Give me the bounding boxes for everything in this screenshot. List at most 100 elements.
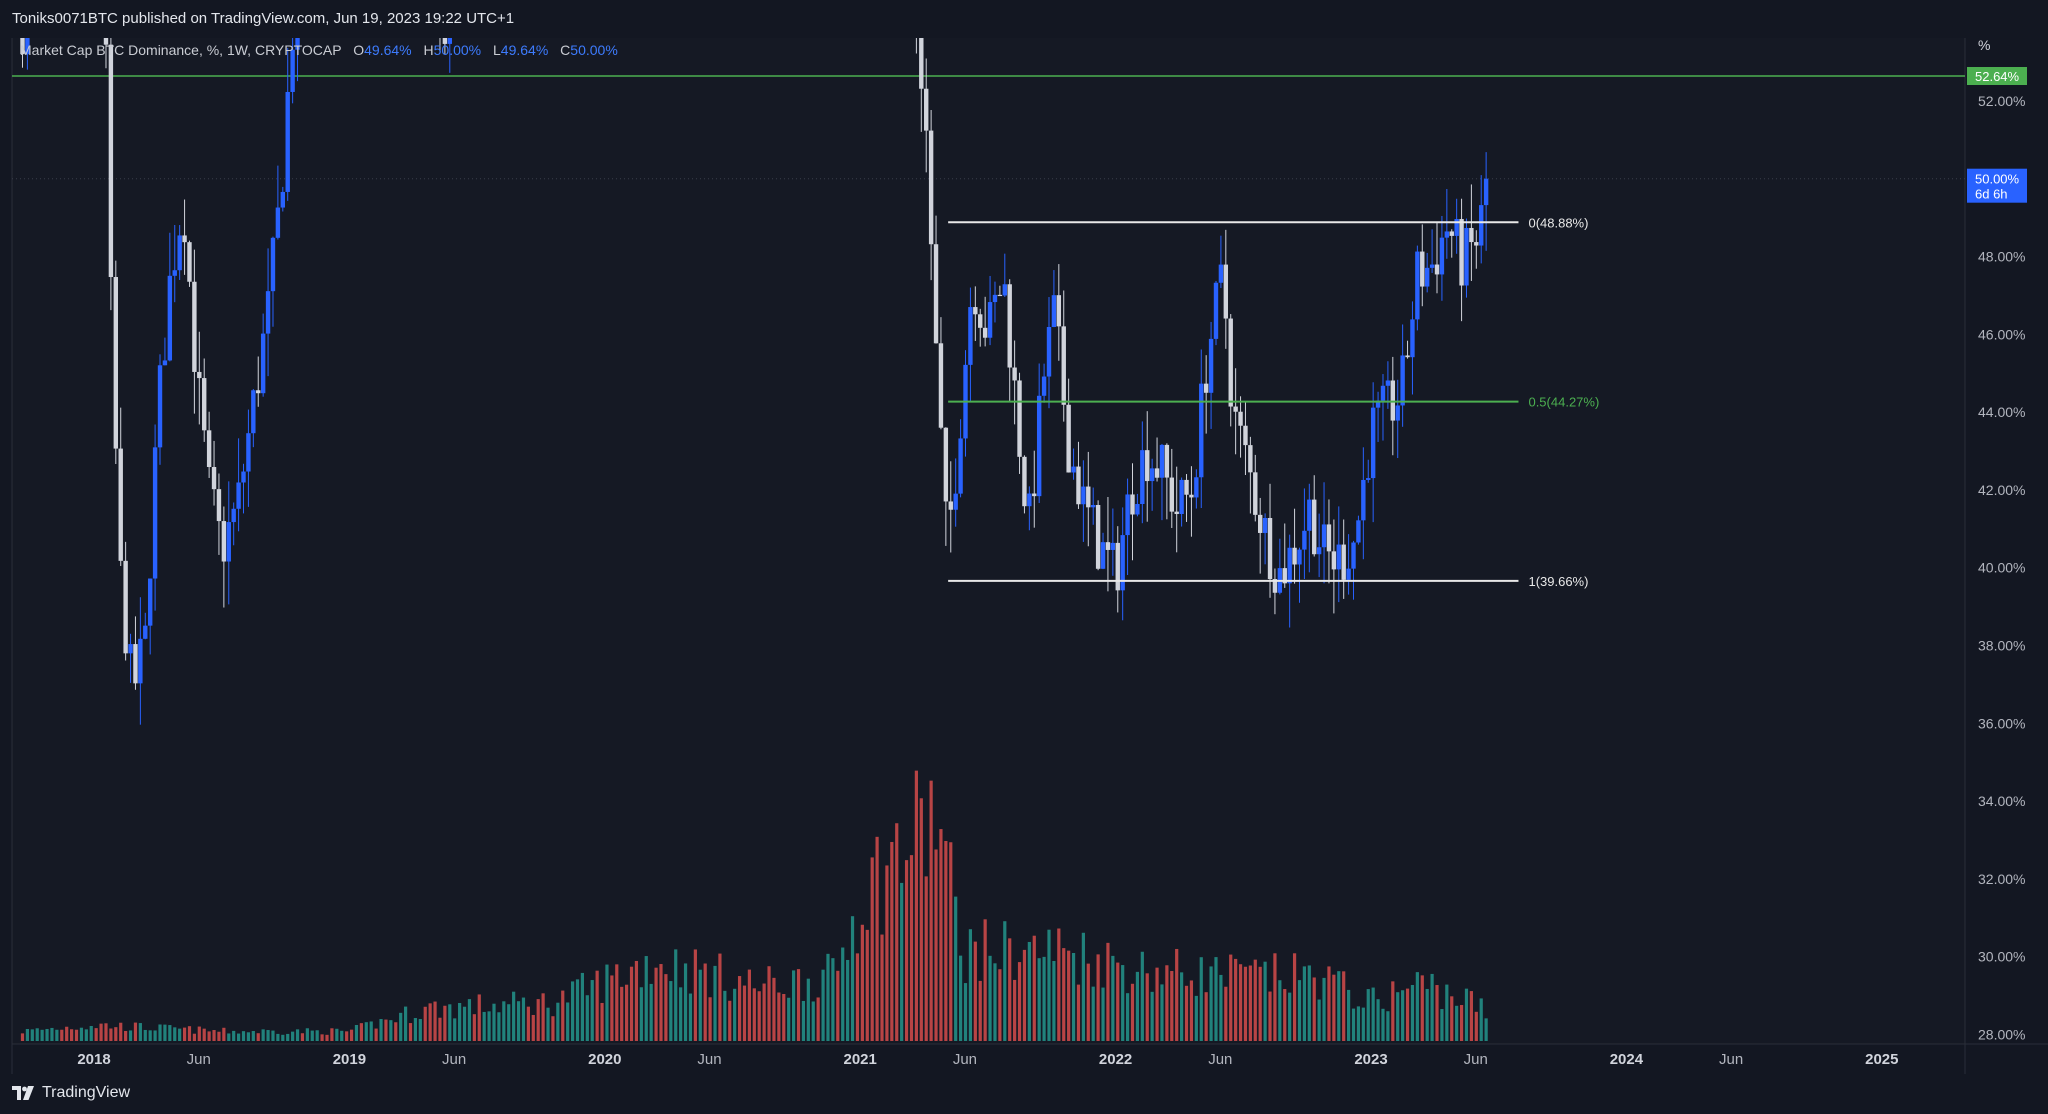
- volume-bar: [246, 1032, 251, 1041]
- volume-bar: [1047, 929, 1051, 1041]
- volume-bar: [1032, 935, 1036, 1041]
- volume-bar: [1445, 984, 1449, 1041]
- volume-series: [20, 770, 1488, 1041]
- volume-bar: [742, 985, 747, 1041]
- volume-bar: [1042, 956, 1046, 1041]
- volume-bar: [1376, 999, 1380, 1041]
- volume-bar: [232, 1030, 236, 1041]
- tradingview-logo[interactable]: TradingView: [12, 1084, 130, 1102]
- candle-body: [1169, 477, 1174, 512]
- candle-body: [1390, 380, 1396, 421]
- candle-body: [202, 378, 207, 431]
- volume-bar: [620, 986, 624, 1041]
- volume-bar: [99, 1023, 103, 1041]
- volume-bar: [266, 1030, 270, 1041]
- volume-bar: [1027, 941, 1031, 1041]
- volume-bar: [968, 929, 973, 1041]
- volume-bar: [1327, 966, 1331, 1041]
- volume-bar: [340, 1030, 344, 1041]
- candle-body: [147, 578, 153, 626]
- volume-bar: [1253, 959, 1257, 1041]
- volume-bar: [728, 1000, 732, 1041]
- volume-bar: [693, 949, 697, 1041]
- volume-bar: [467, 999, 472, 1041]
- candle-body: [1454, 219, 1459, 236]
- candle-body: [1145, 450, 1150, 482]
- volume-bar: [1243, 966, 1248, 1041]
- volume-bar: [178, 1028, 182, 1041]
- candle-body: [1331, 551, 1337, 570]
- volume-bar: [644, 956, 648, 1041]
- volume-bar: [104, 1023, 108, 1041]
- volume-bar: [1224, 986, 1228, 1041]
- volume-bar: [286, 1033, 290, 1041]
- volume-bar: [801, 1000, 806, 1041]
- candle-body: [933, 244, 939, 344]
- candle-body: [256, 390, 261, 394]
- volume-bar: [885, 865, 889, 1041]
- volume-bar: [1484, 1018, 1488, 1041]
- volume-bar: [423, 1006, 427, 1041]
- candle-body: [211, 467, 217, 490]
- candle-body: [1149, 468, 1155, 482]
- volume-bar: [949, 842, 953, 1041]
- candle-body: [948, 501, 953, 510]
- candle-body: [192, 281, 197, 372]
- volume-bar: [291, 1031, 295, 1041]
- volume-bar: [251, 1031, 255, 1041]
- volume-bar: [634, 960, 639, 1041]
- x-tick-label: 2021: [844, 1051, 877, 1068]
- candle-body: [157, 365, 163, 448]
- x-tick-label: Jun: [442, 1051, 466, 1068]
- volume-bar: [1297, 980, 1302, 1041]
- volume-bar: [1130, 983, 1135, 1041]
- candle-body: [1086, 486, 1091, 508]
- volume-bar: [1219, 974, 1223, 1041]
- y-tick-label: 36.00%: [1978, 715, 2025, 731]
- candle-body: [1346, 568, 1351, 580]
- candle-body: [1007, 284, 1012, 368]
- volume-bar: [1116, 962, 1120, 1041]
- volume-bar: [954, 896, 958, 1041]
- volume-bar: [629, 966, 634, 1041]
- open-value: 49.64%: [364, 42, 412, 58]
- candle-body: [1041, 376, 1047, 396]
- volume-bar: [1435, 985, 1439, 1041]
- candle-body: [1272, 579, 1278, 593]
- volume-bar: [1317, 999, 1321, 1041]
- candle-body: [270, 237, 276, 292]
- volume-bar: [1145, 973, 1149, 1041]
- volume-bar: [904, 860, 909, 1041]
- volume-bar: [1121, 965, 1125, 1041]
- candle-body: [1184, 479, 1189, 495]
- candle-body: [928, 130, 934, 245]
- volume-bar: [1312, 977, 1316, 1041]
- volume-bar: [1302, 966, 1306, 1041]
- candle-body: [1154, 468, 1160, 478]
- x-tick-label: Jun: [953, 1051, 977, 1068]
- candle-body: [1341, 544, 1346, 580]
- volume-bar: [1351, 1008, 1356, 1041]
- volume-bar: [1101, 987, 1105, 1041]
- candle-body: [1429, 264, 1435, 268]
- volume-bar: [595, 970, 599, 1041]
- volume-bar: [566, 1002, 570, 1041]
- candle-body: [1076, 466, 1081, 505]
- volume-bar: [25, 1028, 29, 1041]
- volume-bar: [683, 963, 688, 1041]
- volume-bar: [1474, 1011, 1478, 1041]
- y-tick-label: 40.00%: [1978, 560, 2025, 576]
- candle-body: [1110, 542, 1116, 550]
- candle-body: [953, 493, 958, 510]
- volume-bar: [605, 964, 609, 1041]
- volume-bar: [369, 1021, 373, 1041]
- volume-bar: [1175, 948, 1179, 1041]
- volume-bar: [1332, 974, 1336, 1041]
- candle-body: [231, 508, 236, 523]
- volume-bar: [124, 1030, 128, 1041]
- volume-bar: [477, 994, 481, 1041]
- volume-bar: [590, 980, 594, 1041]
- candle-body: [1208, 338, 1214, 393]
- volume-bar: [1366, 989, 1370, 1041]
